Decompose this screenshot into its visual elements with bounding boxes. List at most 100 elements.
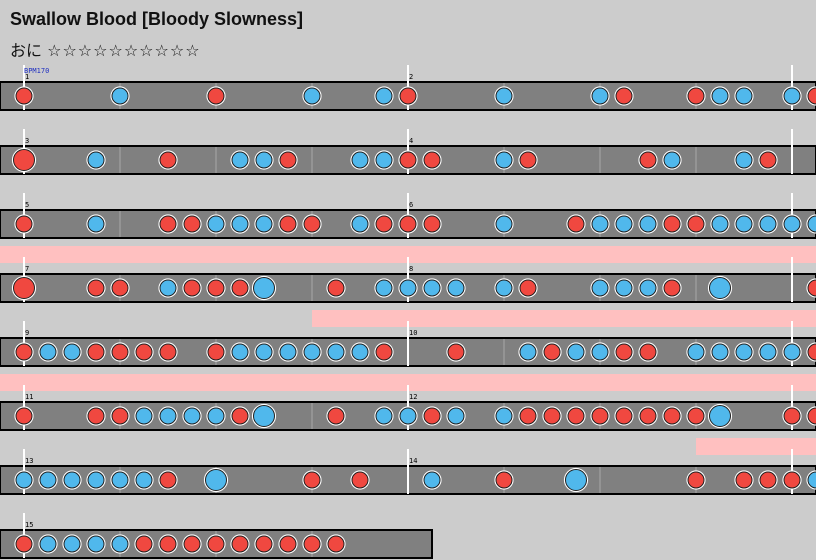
ka-note	[254, 214, 274, 234]
ka-note	[302, 342, 322, 362]
don-note	[590, 406, 610, 426]
ka-note	[398, 406, 418, 426]
gogo-bar	[312, 310, 816, 327]
ka-note	[62, 342, 82, 362]
measure-number: 13	[25, 457, 33, 465]
ka-big-note	[251, 275, 277, 301]
don-note	[158, 150, 178, 170]
ka-note	[86, 470, 106, 490]
chart-row: 15	[0, 513, 433, 559]
don-note	[14, 86, 34, 106]
don-note	[86, 278, 106, 298]
ka-note	[206, 406, 226, 426]
don-note	[278, 214, 298, 234]
ka-note	[422, 470, 442, 490]
measure-number: 12	[409, 393, 417, 401]
ka-note	[302, 86, 322, 106]
don-note	[446, 342, 466, 362]
don-note	[302, 470, 322, 490]
measure-number: 6	[409, 201, 413, 209]
ka-note	[374, 406, 394, 426]
chart-row: 13 14	[0, 438, 816, 495]
ka-note	[350, 214, 370, 234]
star-rating: ☆☆☆☆☆☆☆☆☆☆	[47, 41, 201, 60]
ka-note	[374, 278, 394, 298]
don-note	[14, 214, 34, 234]
don-note	[614, 406, 634, 426]
don-note	[206, 86, 226, 106]
ka-note	[614, 278, 634, 298]
don-note	[230, 278, 250, 298]
don-note	[638, 342, 658, 362]
ka-note	[254, 150, 274, 170]
don-note	[278, 534, 298, 554]
ka-note	[446, 406, 466, 426]
don-note	[326, 534, 346, 554]
don-note	[14, 406, 34, 426]
ka-note	[86, 214, 106, 234]
don-note	[110, 406, 130, 426]
don-note	[86, 342, 106, 362]
measure-number: 11	[25, 393, 33, 401]
ka-big-note	[563, 467, 589, 493]
ka-note	[710, 214, 730, 234]
ka-note	[590, 86, 610, 106]
don-note	[782, 470, 802, 490]
ka-note	[62, 534, 82, 554]
don-note	[326, 278, 346, 298]
ka-note	[86, 150, 106, 170]
ka-note	[326, 342, 346, 362]
ka-note	[494, 278, 514, 298]
don-note	[806, 342, 816, 362]
don-note	[686, 470, 706, 490]
ka-note	[230, 150, 250, 170]
don-note	[374, 214, 394, 234]
don-note	[734, 470, 754, 490]
don-note	[230, 406, 250, 426]
don-note	[518, 150, 538, 170]
don-note	[254, 534, 274, 554]
gogo-bar	[0, 374, 816, 391]
don-note	[230, 534, 250, 554]
don-note	[782, 406, 802, 426]
ka-note	[734, 86, 754, 106]
don-note	[158, 470, 178, 490]
ka-note	[350, 150, 370, 170]
ka-note	[518, 342, 538, 362]
ka-note	[782, 214, 802, 234]
don-note	[758, 150, 778, 170]
bpm-label: BPM170	[24, 67, 49, 75]
ka-note	[374, 86, 394, 106]
don-note	[206, 278, 226, 298]
don-big-note	[11, 275, 37, 301]
ka-note	[686, 342, 706, 362]
ka-note	[734, 214, 754, 234]
don-note	[86, 406, 106, 426]
ka-note	[710, 342, 730, 362]
don-note	[158, 534, 178, 554]
don-note	[806, 278, 816, 298]
don-note	[422, 150, 442, 170]
don-note	[686, 86, 706, 106]
difficulty-label: おに	[10, 41, 43, 60]
ka-note	[494, 86, 514, 106]
ka-note	[62, 470, 82, 490]
don-note	[206, 534, 226, 554]
don-note	[182, 534, 202, 554]
don-note	[134, 534, 154, 554]
ka-note	[182, 406, 202, 426]
don-note	[158, 342, 178, 362]
don-note	[638, 406, 658, 426]
ka-note	[230, 214, 250, 234]
ka-note	[758, 214, 778, 234]
don-note	[662, 278, 682, 298]
measure-number: 2	[409, 73, 413, 81]
measure-number: 5	[25, 201, 29, 209]
ka-note	[374, 150, 394, 170]
chart-row: 9 10	[0, 310, 816, 367]
ka-note	[710, 86, 730, 106]
